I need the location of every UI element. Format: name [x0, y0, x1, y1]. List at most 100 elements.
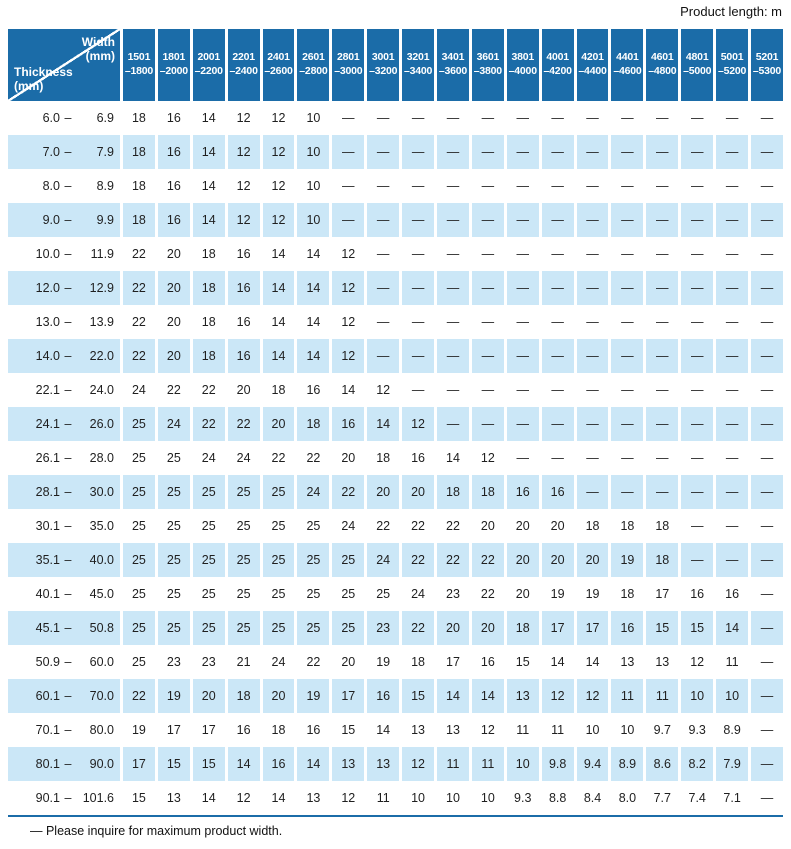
- length-cell: 13: [643, 645, 678, 679]
- length-cell: —: [573, 339, 609, 373]
- length-cell: —: [364, 169, 399, 203]
- length-cell: 12: [468, 441, 504, 475]
- thickness-range: 50.9–60.0: [35, 655, 114, 669]
- width-column-header: 4601 –4800: [643, 29, 679, 101]
- length-cell: 20: [468, 509, 504, 543]
- length-cell: 17: [329, 679, 364, 713]
- length-cell: 14: [294, 747, 329, 781]
- length-cell: —: [329, 203, 364, 237]
- thickness-range: 13.0–13.9: [35, 315, 114, 329]
- length-cell: 18: [189, 305, 225, 339]
- length-cell: 14: [294, 237, 329, 271]
- length-cell: 25: [259, 475, 295, 509]
- thickness-range: 70.1–80.0: [35, 723, 114, 737]
- length-cell: 11: [503, 713, 539, 747]
- length-cell: 20: [189, 679, 225, 713]
- length-cell: 22: [294, 645, 329, 679]
- length-cell: 12: [399, 407, 434, 441]
- length-cell: 10: [434, 781, 469, 815]
- length-cell: 20: [503, 509, 539, 543]
- length-cell: 25: [189, 577, 225, 611]
- length-cell: 22: [259, 441, 295, 475]
- length-cell: 18: [120, 101, 155, 135]
- length-cell: —: [748, 577, 783, 611]
- length-cell: 8.2: [678, 747, 713, 781]
- length-cell: —: [713, 373, 748, 407]
- length-cell: 25: [259, 509, 295, 543]
- length-cell: 10: [294, 203, 329, 237]
- table-row: 14.0–22.0 22 20 18 16 14 14 12— — — — — — — — — — — —: [8, 339, 783, 373]
- length-cell: 14: [573, 645, 609, 679]
- length-cell: —: [468, 373, 504, 407]
- length-cell: 24: [399, 577, 434, 611]
- table-row: 22.1–24.0 24 22 22 20 18 16 14 12— — — — — — — — — — —: [8, 373, 783, 407]
- length-cell: —: [573, 237, 609, 271]
- length-cell: 25: [154, 441, 190, 475]
- length-cell: —: [538, 407, 574, 441]
- table-row: 12.0–12.9 22 20 18 16 14 14 12— — — — — — — — — — — —: [8, 271, 783, 305]
- length-cell: 13: [399, 713, 434, 747]
- length-cell: —: [573, 101, 609, 135]
- length-cell: 15: [643, 611, 678, 645]
- length-cell: —: [678, 203, 713, 237]
- length-cell: —: [748, 713, 783, 747]
- width-column-header: 1501 –1800: [120, 29, 155, 101]
- length-cell: 20: [154, 339, 190, 373]
- length-cell: 11: [468, 747, 504, 781]
- length-cell: 12: [259, 203, 295, 237]
- length-cell: —: [748, 611, 783, 645]
- thickness-range: 60.1–70.0: [35, 689, 114, 703]
- footnote: — Please inquire for maximum product wid…: [30, 824, 283, 838]
- length-cell: 16: [224, 271, 260, 305]
- length-cell: —: [399, 237, 434, 271]
- length-cell: —: [608, 203, 643, 237]
- length-cell: 8.8: [538, 781, 574, 815]
- length-cell: —: [608, 135, 643, 169]
- length-cell: 25: [224, 543, 260, 577]
- length-cell: —: [399, 339, 434, 373]
- length-cell: 8.6: [643, 747, 678, 781]
- length-cell: 25: [224, 611, 260, 645]
- length-cell: —: [643, 475, 678, 509]
- length-cell: —: [678, 339, 713, 373]
- table-row: 7.0–7.9 18 16 14 12 12 10— — — — — — — — — — — — —: [8, 135, 783, 169]
- thickness-range: 24.1–26.0: [35, 417, 114, 431]
- length-cell: 23: [189, 645, 225, 679]
- length-cell: 14: [364, 713, 399, 747]
- width-column-header: 2201 –2400: [224, 29, 260, 101]
- length-cell: 19: [538, 577, 574, 611]
- length-cell: 13: [364, 747, 399, 781]
- width-column-header: 3801 –4000: [503, 29, 539, 101]
- length-cell: —: [468, 271, 504, 305]
- thickness-axis-label: Thickness (mm): [14, 65, 73, 94]
- length-cell: —: [538, 305, 574, 339]
- width-column-header: 2601 –2800: [294, 29, 330, 101]
- thickness-range: 28.1–30.0: [35, 485, 114, 499]
- length-cell: 14: [259, 339, 295, 373]
- length-cell: 14: [189, 101, 225, 135]
- length-cell: 22: [189, 407, 225, 441]
- width-column-header: 3401 –3600: [434, 29, 469, 101]
- length-cell: —: [399, 203, 434, 237]
- length-cell: —: [468, 203, 504, 237]
- length-cell: —: [573, 203, 609, 237]
- length-cell: —: [434, 135, 469, 169]
- length-cell: 16: [678, 577, 713, 611]
- length-cell: —: [643, 237, 678, 271]
- length-cell: 14: [364, 407, 399, 441]
- length-cell: 17: [538, 611, 574, 645]
- length-cell: —: [608, 475, 643, 509]
- length-cell: 14: [294, 305, 329, 339]
- length-cell: —: [748, 645, 783, 679]
- length-cell: —: [503, 203, 539, 237]
- length-cell: 20: [468, 611, 504, 645]
- length-cell: 16: [329, 407, 364, 441]
- length-cell: 19: [364, 645, 399, 679]
- length-cell: —: [748, 781, 783, 815]
- product-length-table: Width (mm) Thickness (mm) 1501 –1800 1801–…: [8, 29, 783, 817]
- length-cell: —: [643, 271, 678, 305]
- length-cell: —: [608, 101, 643, 135]
- length-cell: 20: [434, 611, 469, 645]
- length-cell: 18: [399, 645, 434, 679]
- length-cell: 11: [608, 679, 643, 713]
